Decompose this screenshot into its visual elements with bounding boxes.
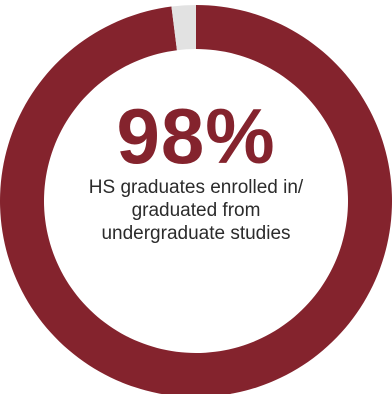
caption-line-2: graduated from <box>131 200 261 221</box>
caption-line-1: HS graduates enrolled in/ <box>88 177 304 198</box>
caption-line-3: undergraduate studies <box>101 223 291 244</box>
chart-center-label: 98% HS graduates enrolled in/ graduated … <box>46 96 346 245</box>
percentage-value: 98% <box>116 92 276 180</box>
chart-caption: HS graduates enrolled in/ graduated from… <box>46 176 346 245</box>
donut-slice-remainder <box>171 5 196 51</box>
